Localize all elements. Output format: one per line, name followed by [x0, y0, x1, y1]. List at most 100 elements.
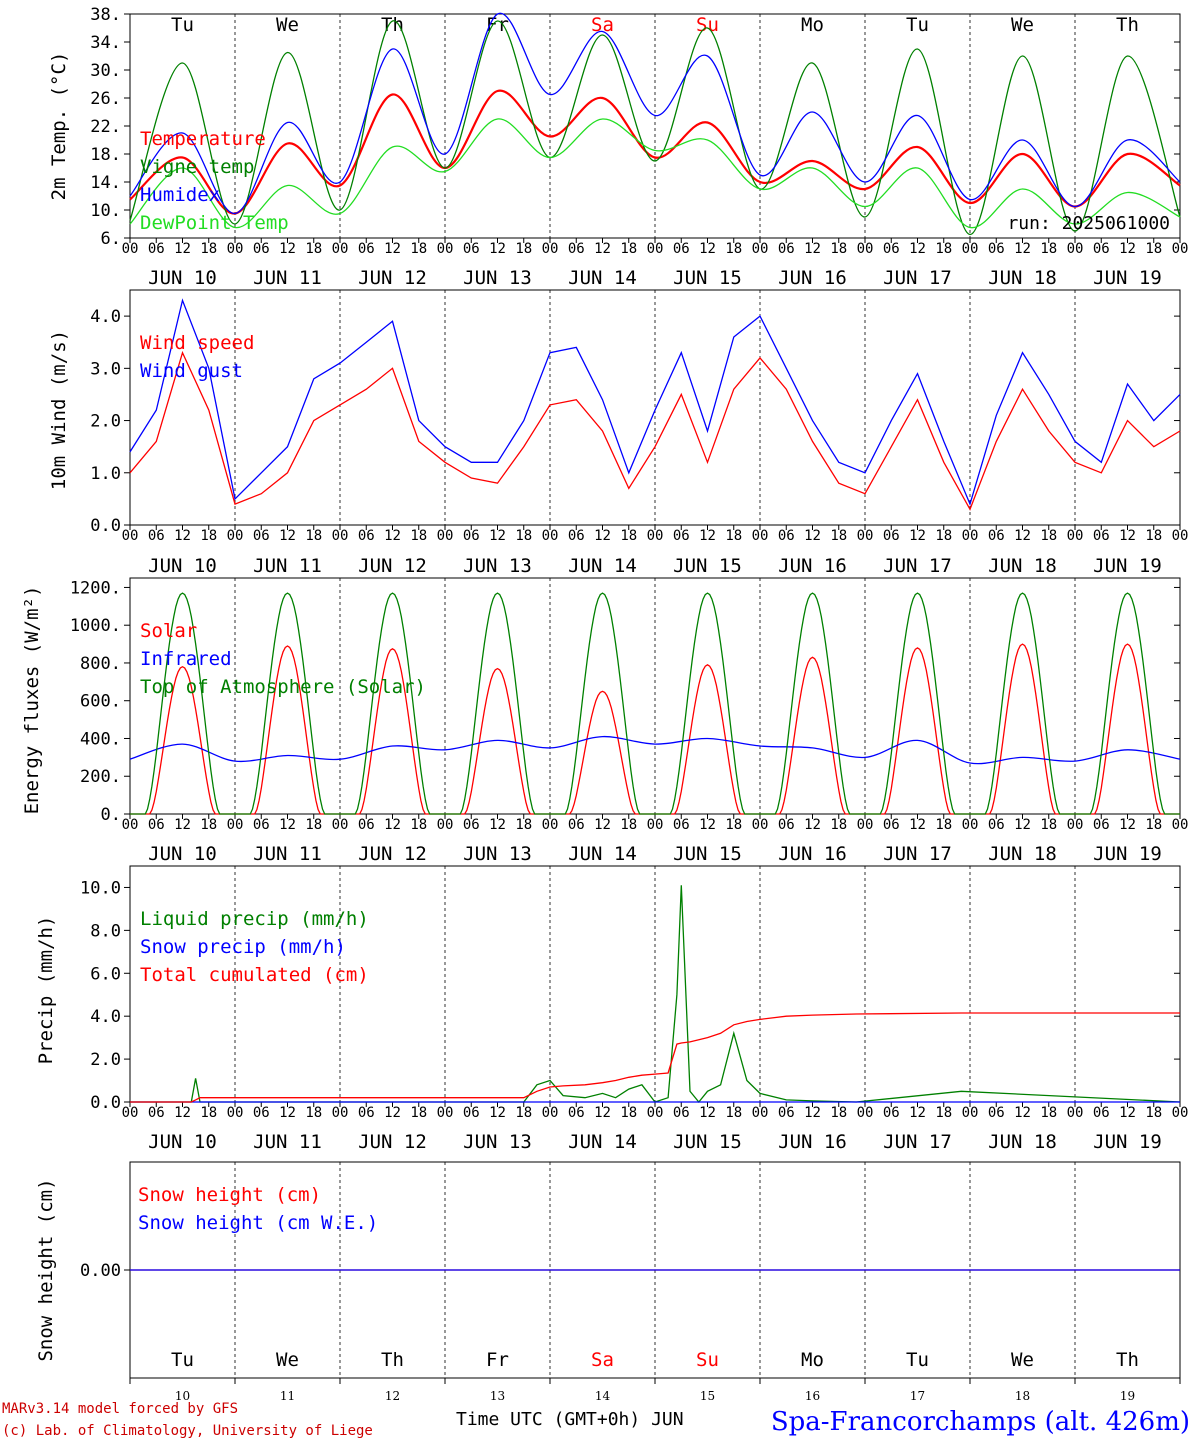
y-tick-label: 6.0	[90, 964, 121, 984]
x-tick-label: 00	[227, 528, 244, 544]
footer: MARv3.14 model forced by GFS (c) Lab. of…	[2, 1401, 1190, 1439]
x-tick-label: 12	[1119, 817, 1136, 833]
date-label: JUN 12	[358, 267, 427, 289]
x-tick-label: 06	[358, 528, 375, 544]
x-tick-label: 00	[857, 1105, 874, 1121]
x-tick-label: 06	[253, 528, 270, 544]
x-tick-label: 00	[542, 241, 559, 257]
x-tick-label: 12	[174, 528, 191, 544]
x-tick-label: 18	[935, 1105, 952, 1121]
x-tick-label: 06	[463, 241, 480, 257]
x-tick-label: 12	[384, 528, 401, 544]
x-tick-label: 18	[1040, 817, 1057, 833]
x-tick-label: 06	[778, 241, 795, 257]
day-label: Sa	[591, 14, 614, 36]
date-label: JUN 16	[778, 267, 847, 289]
date-label: JUN 11	[253, 267, 322, 289]
day-number: 11	[280, 1389, 295, 1403]
temp-series-lines	[129, 12, 1181, 236]
x-tick-label: 12	[909, 528, 926, 544]
x-tick-label: 12	[804, 1105, 821, 1121]
day-label: Th	[1116, 14, 1139, 36]
series-line	[129, 735, 1181, 765]
day-label: Tu	[171, 1349, 194, 1371]
temp-day-labels: Tu We Th Fr Sa Su Mo Tu We Th	[171, 14, 1139, 36]
x-tick-label: 12	[1119, 241, 1136, 257]
x-tick-label: 06	[148, 817, 165, 833]
x-tick-label: 00	[122, 528, 139, 544]
x-tick-label: 18	[1145, 1105, 1162, 1121]
y-tick-label: 0.0	[90, 1093, 121, 1113]
x-tick-label: 06	[253, 241, 270, 257]
date-label: JUN 10	[148, 555, 217, 577]
x-tick-label: 18	[305, 241, 322, 257]
x-tick-label: 00	[752, 817, 769, 833]
x-tick-label: 06	[568, 1105, 585, 1121]
date-label: JUN 19	[1093, 555, 1162, 577]
date-label: JUN 17	[883, 1131, 952, 1153]
y-tick-label: 26.	[90, 89, 121, 109]
wind-x-ticks: 00 06 12 18 JUN 10 00 06 12 18 JUN 11 00 06 12 18 JUN …	[122, 525, 1188, 577]
x-tick-label: 06	[778, 1105, 795, 1121]
x-tick-label: 12	[384, 817, 401, 833]
x-tick-label: 06	[673, 817, 690, 833]
legend-dewpoint: DewPoint Temp	[140, 212, 289, 234]
series-line	[129, 350, 1181, 511]
y-tick-label: 6.	[101, 229, 121, 249]
x-tick-label: 18	[410, 528, 427, 544]
temp-x-ticks: 00 06 12 18 JUN 10 00 06 12 18 JUN 11 00 06 12 18 JUN …	[122, 238, 1188, 289]
date-label: JUN 14	[568, 555, 637, 577]
date-label: JUN 17	[883, 843, 952, 865]
snow-day-labels: Tu We Th Fr Sa Su Mo Tu We Th	[171, 1349, 1139, 1371]
date-label: JUN 13	[463, 843, 532, 865]
legend-liquid-precip: Liquid precip (mm/h)	[140, 908, 369, 930]
date-label: JUN 17	[883, 267, 952, 289]
legend-snow-precip: Snow precip (mm/h)	[140, 936, 346, 958]
snow-panel: Tu We Th Fr Sa Su Mo Tu We Th 0.00 10 11 12 13 14 15 16…	[35, 1161, 1181, 1403]
x-tick-label: 00	[542, 528, 559, 544]
x-tick-label: 18	[620, 1105, 637, 1121]
legend-wind-gust: Wind gust	[140, 360, 243, 382]
y-tick-label: 14.	[90, 173, 121, 193]
x-tick-label: 00	[647, 528, 664, 544]
precip-x-ticks: 00 06 12 18 JUN 10 00 06 12 18 JUN 11 00 06 12 18 JUN …	[122, 1102, 1188, 1153]
date-label: JUN 10	[148, 843, 217, 865]
x-tick-label: 12	[699, 528, 716, 544]
x-tick-label: 00	[437, 241, 454, 257]
date-label: JUN 14	[568, 267, 637, 289]
y-tick-label: 0.00	[80, 1261, 121, 1281]
day-label: Tu	[906, 1349, 929, 1371]
day-number: 10	[175, 1389, 190, 1403]
x-tick-label: 06	[778, 817, 795, 833]
x-tick-label: 12	[1119, 1105, 1136, 1121]
day-label: Mo	[801, 1349, 824, 1371]
date-label: JUN 10	[148, 1131, 217, 1153]
date-label: JUN 14	[568, 1131, 637, 1153]
day-label: Mo	[801, 14, 824, 36]
station-name: Spa-Francorchamps (alt. 426m)	[771, 1407, 1190, 1437]
x-tick-label: 06	[148, 1105, 165, 1121]
day-label: Th	[1116, 1349, 1139, 1371]
x-tick-label: 12	[699, 1105, 716, 1121]
x-tick-label: 06	[673, 241, 690, 257]
x-tick-label: 18	[200, 241, 217, 257]
y-tick-label: 2.0	[90, 412, 121, 432]
y-tick-label: 10.0	[80, 878, 121, 898]
date-label: JUN 18	[988, 555, 1057, 577]
day-label: We	[276, 14, 299, 36]
x-tick-label: 06	[673, 528, 690, 544]
x-tick-label: 12	[1014, 1105, 1031, 1121]
day-number: 14	[595, 1389, 611, 1403]
temp-panel: Tu We Th Fr Sa Su Mo Tu We Th 6. 10. 14. 18. 22. 26. 30…	[48, 5, 1188, 289]
legend-wind-speed: Wind speed	[140, 332, 254, 354]
x-tick-label: 06	[358, 817, 375, 833]
x-tick-label: 06	[463, 528, 480, 544]
x-tick-label: 06	[883, 817, 900, 833]
y-tick-label: 800.	[80, 654, 121, 674]
x-tick-label: 18	[620, 241, 637, 257]
x-tick-label: 18	[620, 528, 637, 544]
day-label: We	[276, 1349, 299, 1371]
x-tick-label: 06	[1093, 528, 1110, 544]
x-tick-label: 18	[620, 817, 637, 833]
